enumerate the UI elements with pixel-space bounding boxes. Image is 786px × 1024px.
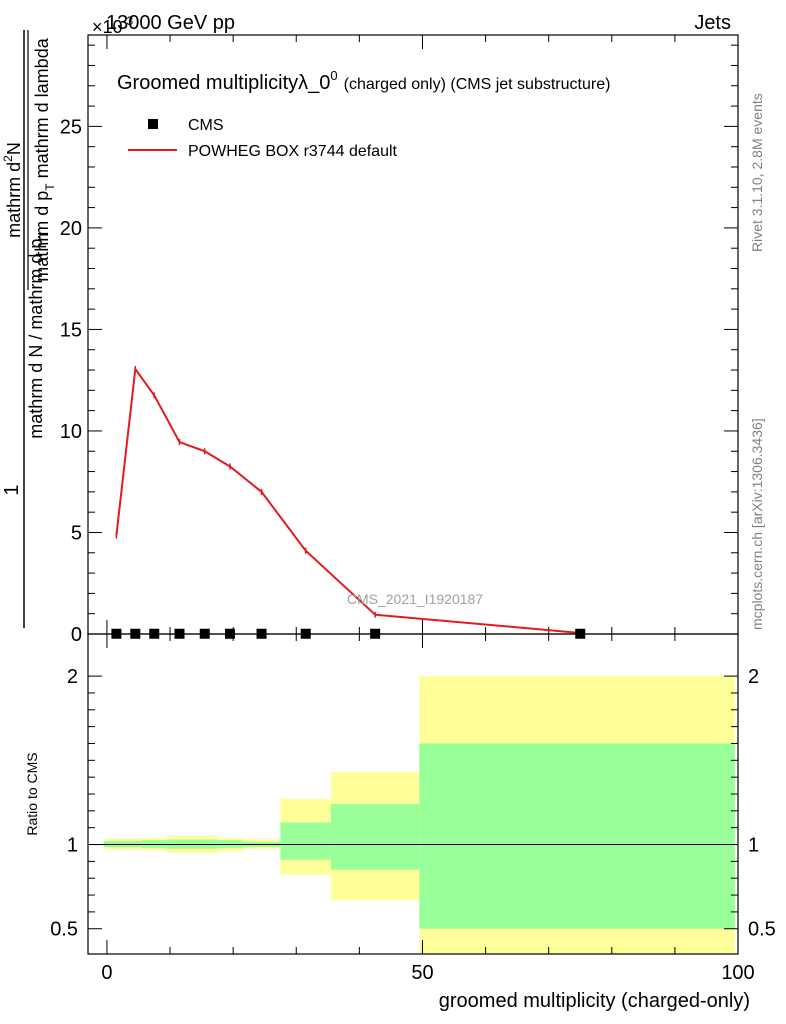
watermark: CMS_2021_I1920187 [347,591,483,607]
ratio-y-tick-label: 0.5 [50,919,78,941]
x-tick-label: 50 [411,962,433,984]
y-label-den: mathrm d N / mathrm d pT [26,231,51,439]
chart-title-main: Groomed multiplicityλ_0 [117,72,330,94]
y-label-num: 1 [1,484,23,495]
y-label-top-num: mathrm d2N [1,142,24,238]
ratio-y-label: Ratio to CMS [24,752,40,835]
y-multiplier: ×10-3 [92,14,134,37]
legend: CMS POWHEG BOX r3744 default [128,117,398,160]
legend-marker-cms [148,119,158,129]
y-multiplier-base: ×10 [92,17,123,37]
ratio-y-axis: 0.5 0.5 1 1 2 2 [50,666,776,941]
main-y-tick-label: 15 [60,319,82,341]
y-label-den-main: mathrm d N / mathrm d p [26,239,46,439]
main-y-axis: 0 5 10 15 20 25 [60,44,738,646]
ratio-y-tick-label-right: 1 [748,835,759,857]
header-energy: 13000 GeV pp [106,12,235,34]
y-label-top-den-sub: T [43,183,57,191]
ratio-y-tick-label-right: 2 [748,666,759,688]
x-tick-label: 100 [721,962,754,984]
ratio-band-inner [330,804,420,870]
x-tick-label: 0 [101,962,112,984]
mcplots-label: mcplots.cern.ch [arXiv:1306.3436] [749,418,765,630]
ratio-y-tick-label: 2 [67,666,78,688]
y-label-top-num-main: mathrm d [4,162,24,238]
y-label-top-num-rest: N [4,142,24,155]
main-y-tick-label: 0 [71,624,82,646]
ratio-x-axis: 0 50 100 [101,634,755,984]
ratio-band-inner [419,743,735,929]
y-label-top-num-sup: 2 [1,155,15,162]
main-y-tick-label: 25 [60,116,82,138]
ratio-y-tick-label: 1 [67,835,78,857]
y-label-top-den-rest: mathrm d lambda [32,37,52,183]
y-label-den-sub: T [37,231,51,239]
y-multiplier-exp: -3 [123,14,134,28]
legend-label-mc: POWHEG BOX r3744 default [188,143,398,160]
legend-label-cms: CMS [188,117,224,134]
header-process: Jets [694,12,731,34]
ratio-bands [103,676,735,954]
mc-series-line [115,366,581,634]
y-label-top-den-main: mathrm d p [32,191,52,282]
main-frame [87,34,739,635]
rivet-label: Rivet 3.1.10, 2.8M events [749,93,765,252]
x-axis-label: groomed multiplicity (charged-only) [439,990,750,1012]
main-y-label: 1 mathrm d N / mathrm d pT mathrm d2N ma… [1,30,57,628]
chart-title-suffix: (charged only) (CMS jet substructure) [344,76,611,93]
ratio-band-inner [280,822,331,860]
main-y-tick-label: 10 [60,421,82,443]
ratio-panel: 0.5 0.5 1 1 2 2 0 50 100 [50,633,776,984]
chart-title-sup: 0 [330,68,337,83]
y-label-top-den: mathrm d pT mathrm d lambda [32,37,57,281]
chart-title: Groomed multiplicityλ_00 (charged only) (… [117,68,610,94]
ratio-y-tick-label-right: 0.5 [748,919,776,941]
main-y-tick-label: 5 [71,522,82,544]
main-y-tick-label: 20 [60,218,82,240]
